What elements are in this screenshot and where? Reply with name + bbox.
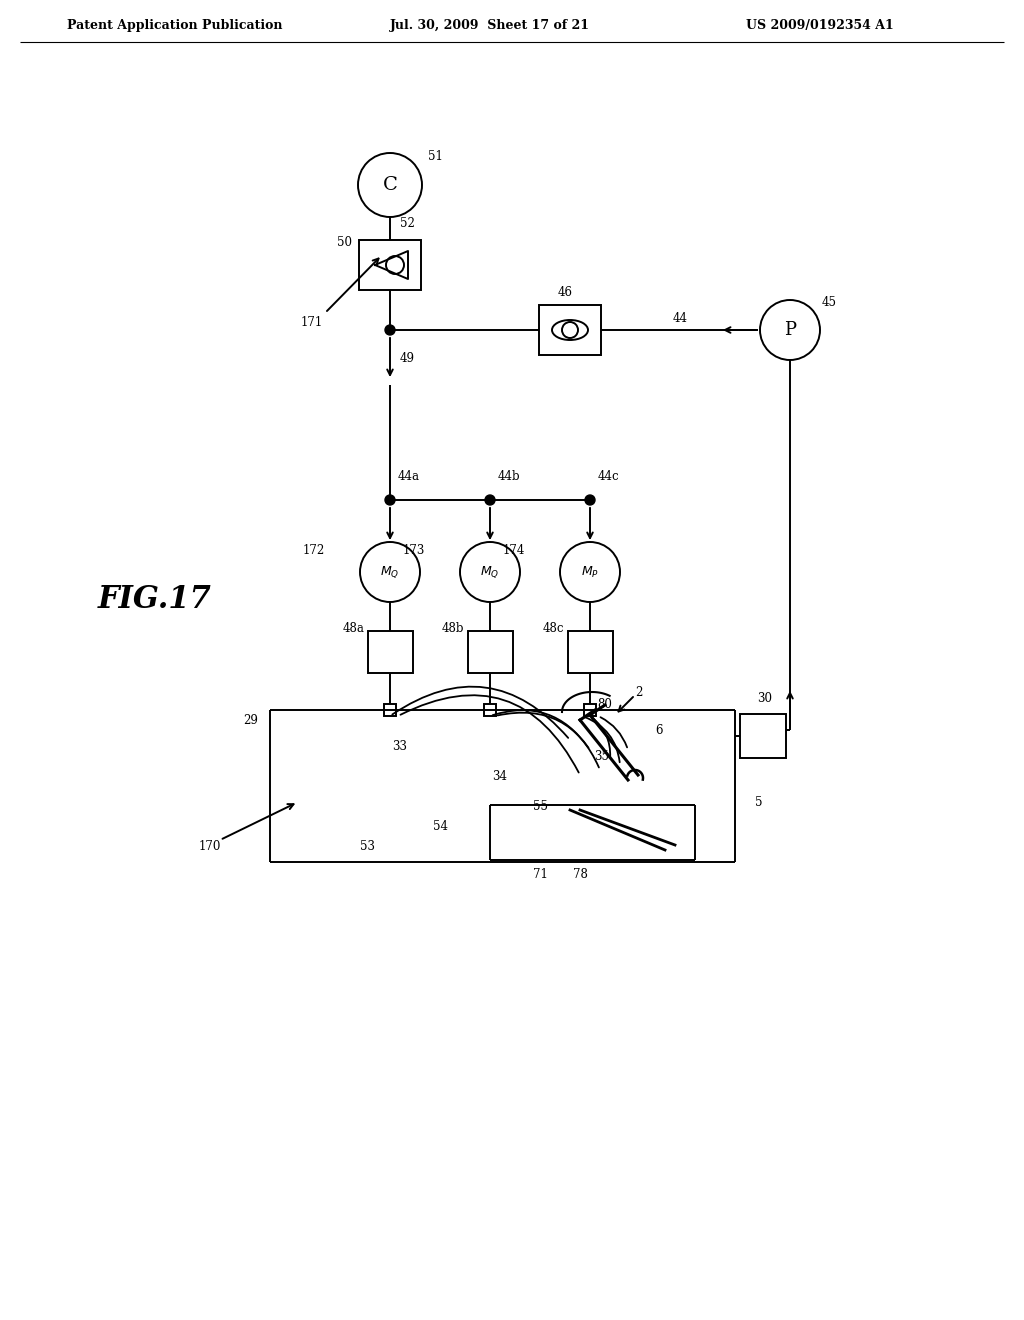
Text: 80: 80	[598, 698, 612, 711]
Text: 170: 170	[199, 841, 221, 854]
Text: 55: 55	[532, 800, 548, 813]
Text: 53: 53	[360, 840, 375, 853]
Text: 48b: 48b	[442, 622, 465, 635]
Text: 44: 44	[673, 312, 687, 325]
Text: 44c: 44c	[598, 470, 620, 483]
Text: 78: 78	[572, 869, 588, 882]
Text: 48c: 48c	[543, 622, 564, 635]
Text: 45: 45	[822, 296, 837, 309]
Text: 35: 35	[594, 750, 609, 763]
Text: 44a: 44a	[398, 470, 420, 483]
Text: 48a: 48a	[343, 622, 365, 635]
Text: 6: 6	[655, 723, 663, 737]
Text: 2: 2	[635, 685, 642, 698]
Text: FIG.17: FIG.17	[98, 585, 212, 615]
Text: 29: 29	[243, 714, 258, 726]
Text: US 2009/0192354 A1: US 2009/0192354 A1	[746, 18, 894, 32]
Text: Patent Application Publication: Patent Application Publication	[68, 18, 283, 32]
Text: $M_P$: $M_P$	[581, 565, 599, 579]
Circle shape	[385, 325, 395, 335]
Text: Jul. 30, 2009  Sheet 17 of 21: Jul. 30, 2009 Sheet 17 of 21	[390, 18, 590, 32]
Text: 5: 5	[755, 796, 763, 808]
Text: $M_Q$: $M_Q$	[480, 564, 500, 579]
Text: 52: 52	[400, 216, 415, 230]
Text: 49: 49	[400, 351, 415, 364]
Text: 173: 173	[402, 544, 425, 557]
Text: 172: 172	[303, 544, 325, 557]
Text: P: P	[784, 321, 796, 339]
Text: 54: 54	[432, 820, 447, 833]
Text: 44b: 44b	[498, 470, 520, 483]
Circle shape	[585, 495, 595, 506]
Circle shape	[485, 495, 495, 506]
Text: 50: 50	[337, 236, 352, 249]
Text: 171: 171	[301, 317, 324, 330]
Text: C: C	[383, 176, 397, 194]
Circle shape	[385, 495, 395, 506]
Text: 174: 174	[503, 544, 525, 557]
Text: 51: 51	[428, 150, 442, 164]
Text: 34: 34	[492, 770, 507, 783]
Text: 33: 33	[392, 739, 407, 752]
Text: 30: 30	[758, 692, 772, 705]
Text: 46: 46	[557, 285, 572, 298]
Text: $M_Q$: $M_Q$	[380, 564, 399, 579]
Text: 71: 71	[532, 869, 548, 882]
